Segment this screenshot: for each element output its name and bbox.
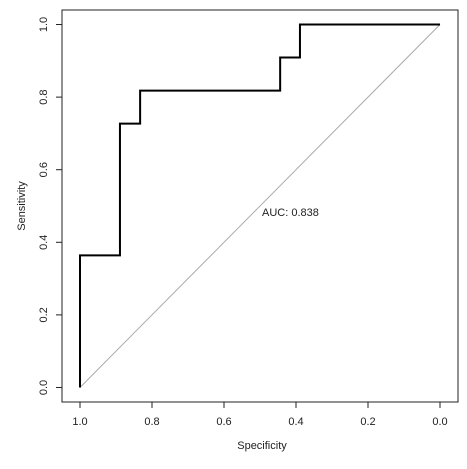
x-axis-label: Specificity	[237, 440, 287, 452]
roc-curve	[79, 23, 440, 388]
x-tick-label: 0.6	[216, 416, 231, 428]
x-tick-label: 0.8	[144, 416, 159, 428]
y-tick-label: 0.8	[38, 89, 50, 104]
y-tick-label: 0.4	[38, 235, 50, 250]
y-tick-label: 1.0	[38, 17, 50, 32]
reference-diagonal	[79, 24, 441, 388]
x-tick-label: 0.4	[288, 416, 303, 428]
y-tick-label: 0.2	[38, 307, 50, 322]
x-tick-label: 0.2	[360, 416, 375, 428]
auc-annotation: AUC: 0.838	[262, 207, 319, 219]
x-tick-label: 0.0	[432, 416, 447, 428]
y-axis-label: Sensitivity	[16, 181, 28, 231]
x-tick-label: 1.0	[72, 416, 87, 428]
plot-frame	[61, 9, 459, 403]
y-tick-label: 0.0	[38, 380, 50, 395]
y-tick-label: 0.6	[38, 162, 50, 177]
